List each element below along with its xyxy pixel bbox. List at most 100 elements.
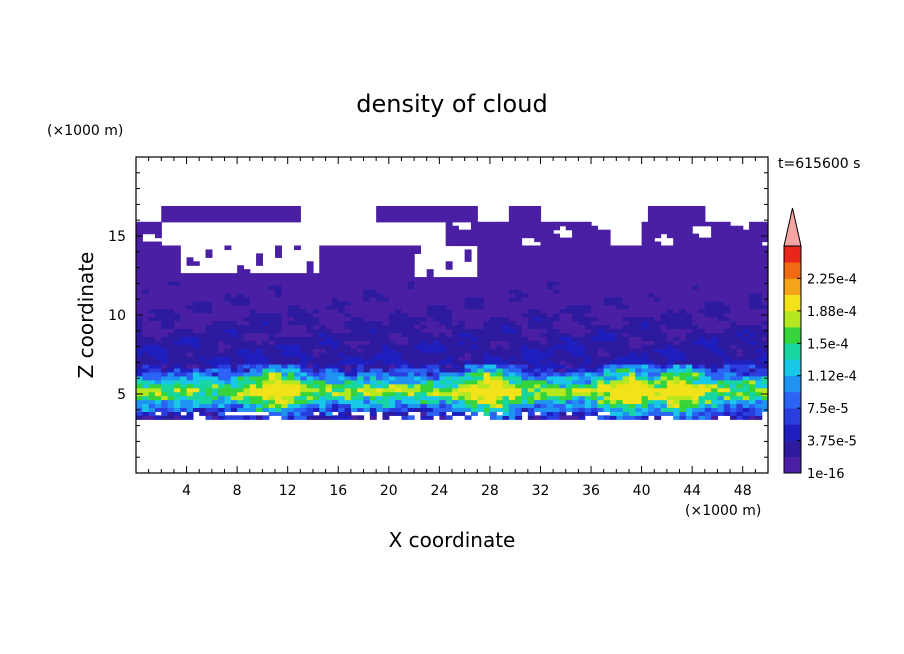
density-cell	[243, 277, 251, 282]
density-cell	[565, 300, 573, 306]
density-cell	[496, 332, 504, 337]
density-cell	[565, 336, 573, 341]
density-cell	[325, 316, 333, 322]
density-cell	[711, 261, 719, 266]
density-cell	[546, 340, 554, 345]
density-cell	[711, 312, 719, 318]
density-cell	[173, 217, 181, 223]
density-cell	[578, 237, 586, 243]
density-cell	[584, 281, 592, 286]
density-cell	[508, 379, 516, 385]
density-cell	[401, 415, 409, 420]
density-cell	[521, 407, 529, 412]
colorbar-swatch	[784, 408, 801, 425]
density-cell	[325, 356, 333, 361]
density-cell	[268, 209, 276, 215]
density-cell	[230, 288, 238, 294]
density-cell	[660, 221, 668, 227]
density-cell	[338, 269, 346, 274]
density-cell	[540, 292, 548, 298]
density-cell	[167, 328, 175, 333]
density-cell	[597, 288, 605, 294]
density-cell	[376, 213, 384, 219]
density-cell	[496, 233, 504, 239]
density-cell	[584, 296, 592, 302]
density-cell	[515, 296, 523, 302]
density-cell	[742, 387, 750, 393]
density-cell	[597, 407, 605, 412]
density-cell	[218, 340, 226, 345]
density-cell	[666, 324, 674, 330]
density-cell	[414, 387, 421, 393]
density-cell	[755, 387, 763, 393]
density-cell	[730, 379, 737, 385]
density-cell	[275, 371, 282, 377]
density-cell	[281, 273, 289, 278]
density-cell	[433, 352, 440, 357]
density-cell	[698, 387, 706, 393]
density-cell	[654, 253, 662, 258]
density-cell	[262, 273, 270, 278]
density-cell	[489, 249, 497, 254]
density-cell	[319, 344, 327, 349]
density-cell	[496, 352, 504, 357]
density-cell	[673, 225, 681, 231]
density-cell	[755, 415, 763, 420]
density-cell	[483, 356, 491, 361]
density-cell	[553, 383, 561, 389]
density-cell	[180, 415, 188, 420]
density-cell	[256, 379, 263, 385]
density-cell	[546, 233, 554, 239]
density-cell	[742, 273, 750, 278]
density-cell	[344, 261, 352, 266]
density-cell	[527, 360, 535, 365]
density-cell	[230, 363, 238, 369]
density-cell	[154, 229, 162, 235]
density-cell	[692, 304, 700, 310]
density-cell	[230, 316, 238, 322]
density-cell	[350, 344, 358, 349]
density-cell	[660, 403, 668, 409]
density-cell	[433, 360, 440, 365]
density-cell	[572, 367, 579, 373]
density-cell	[666, 344, 674, 349]
density-cell	[508, 221, 516, 227]
density-cell	[205, 375, 213, 381]
density-cell	[742, 245, 750, 251]
density-cell	[148, 407, 156, 412]
density-cell	[730, 308, 737, 314]
density-cell	[148, 304, 156, 310]
density-cell	[249, 352, 257, 357]
density-cell	[275, 296, 282, 302]
density-cell	[205, 284, 213, 290]
density-cell	[692, 288, 700, 294]
density-cell	[363, 340, 371, 345]
density-cell	[458, 403, 466, 409]
density-cell	[401, 304, 409, 310]
density-cell	[464, 399, 472, 405]
density-cell	[489, 375, 497, 381]
density-cell	[262, 403, 270, 409]
density-cell	[388, 344, 396, 349]
density-cell	[698, 253, 706, 258]
density-cell	[723, 344, 731, 349]
density-cell	[230, 375, 238, 381]
density-cell	[711, 403, 719, 409]
density-cell	[414, 249, 421, 254]
density-cell	[603, 229, 611, 235]
density-cell	[477, 348, 485, 353]
density-cell	[704, 403, 712, 409]
density-cell	[439, 375, 447, 381]
density-cell	[312, 292, 320, 298]
density-cell	[749, 253, 756, 258]
density-cell	[692, 316, 700, 322]
density-cell	[243, 296, 251, 302]
density-cell	[521, 356, 529, 361]
density-cell	[344, 296, 352, 302]
density-cell	[363, 360, 371, 365]
density-cell	[654, 316, 662, 322]
density-cell	[376, 257, 384, 262]
density-cell	[572, 265, 579, 270]
density-cell	[401, 348, 409, 353]
density-cell	[319, 328, 327, 333]
